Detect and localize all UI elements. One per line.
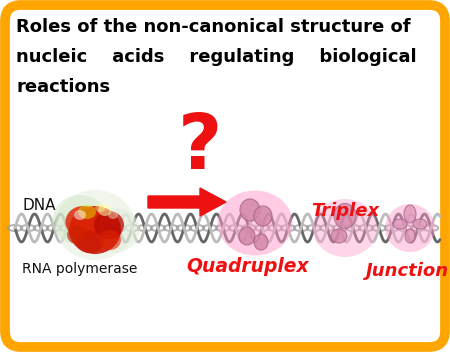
- Ellipse shape: [90, 207, 140, 252]
- Ellipse shape: [217, 190, 292, 256]
- Ellipse shape: [69, 206, 121, 254]
- Ellipse shape: [240, 199, 260, 221]
- Ellipse shape: [53, 195, 108, 245]
- Ellipse shape: [312, 199, 378, 257]
- Ellipse shape: [405, 229, 415, 243]
- Text: Triplex: Triplex: [311, 202, 379, 220]
- Ellipse shape: [108, 211, 118, 219]
- Ellipse shape: [55, 190, 135, 260]
- Ellipse shape: [254, 206, 272, 226]
- FancyBboxPatch shape: [5, 5, 445, 347]
- Text: ?: ?: [178, 111, 222, 185]
- Text: RNA polymerase: RNA polymerase: [22, 262, 137, 276]
- Polygon shape: [148, 188, 226, 216]
- Ellipse shape: [94, 211, 124, 239]
- Ellipse shape: [404, 205, 416, 223]
- Ellipse shape: [331, 229, 347, 243]
- Ellipse shape: [76, 231, 104, 253]
- Ellipse shape: [66, 206, 100, 238]
- Text: Quadruplex: Quadruplex: [187, 257, 309, 276]
- Ellipse shape: [98, 204, 112, 216]
- Text: DNA: DNA: [22, 198, 55, 213]
- Ellipse shape: [74, 210, 86, 220]
- Ellipse shape: [95, 204, 105, 212]
- Ellipse shape: [99, 230, 121, 250]
- Text: Junction: Junction: [366, 262, 450, 280]
- Ellipse shape: [393, 219, 407, 229]
- Ellipse shape: [385, 204, 435, 252]
- Text: nucleic    acids    regulating    biological: nucleic acids regulating biological: [16, 48, 417, 66]
- Ellipse shape: [413, 219, 427, 229]
- Ellipse shape: [254, 234, 268, 250]
- Text: reactions: reactions: [16, 78, 110, 96]
- Text: Roles of the non-canonical structure of: Roles of the non-canonical structure of: [16, 18, 410, 36]
- Ellipse shape: [239, 227, 255, 245]
- Ellipse shape: [78, 205, 96, 219]
- Ellipse shape: [67, 226, 87, 244]
- Ellipse shape: [334, 203, 356, 228]
